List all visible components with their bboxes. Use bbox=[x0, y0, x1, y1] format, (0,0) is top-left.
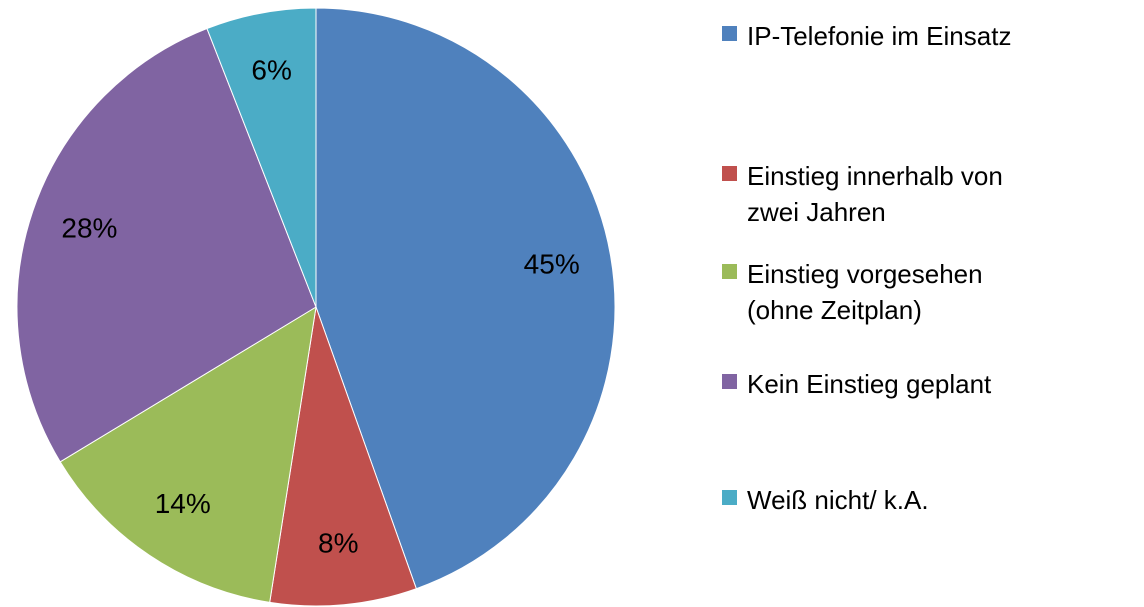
chart: 45% 8% 14% 28% 6% bbox=[16, 7, 616, 607]
legend-item: Weiß nicht/ k.A. bbox=[722, 482, 1037, 518]
pie-slice bbox=[16, 27, 317, 463]
legend-label: Einstieg innerhalb von zwei Jahren bbox=[747, 161, 1003, 227]
legend-swatch bbox=[722, 490, 737, 505]
legend-label: Einstieg vorgesehen (ohne Zeitplan) bbox=[747, 259, 983, 325]
legend-item: Einstieg innerhalb von zwei Jahren bbox=[722, 158, 1037, 230]
legend-swatch bbox=[722, 26, 737, 41]
legend-swatch bbox=[722, 264, 737, 279]
data-label: 14% bbox=[155, 488, 211, 519]
legend-label: Weiß nicht/ k.A. bbox=[747, 485, 929, 515]
pie-slice bbox=[59, 306, 317, 603]
legend-item: Einstieg vorgesehen (ohne Zeitplan) bbox=[722, 256, 1037, 328]
legend-item: Kein Einstieg geplant bbox=[722, 366, 1037, 402]
data-label: 45% bbox=[524, 249, 580, 280]
data-label: 8% bbox=[318, 528, 358, 559]
data-label: 28% bbox=[61, 213, 117, 244]
data-label: 6% bbox=[251, 54, 291, 85]
pie-slice bbox=[315, 7, 616, 590]
pie-slice bbox=[269, 306, 417, 607]
legend-swatch bbox=[722, 374, 737, 389]
pie-slice bbox=[206, 7, 317, 308]
legend-swatch bbox=[722, 166, 737, 181]
legend-item: IP-Telefonie im Einsatz bbox=[722, 18, 1037, 54]
legend-label: Kein Einstieg geplant bbox=[747, 369, 992, 399]
legend-label: IP-Telefonie im Einsatz bbox=[747, 21, 1012, 51]
